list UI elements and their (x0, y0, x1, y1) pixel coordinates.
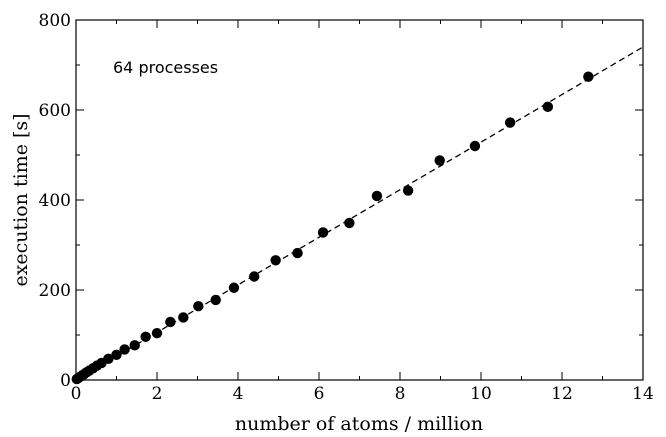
data-point (317, 227, 329, 238)
data-point (583, 71, 594, 82)
data-point (111, 349, 122, 360)
data-point (103, 353, 114, 365)
x-axis-label: number of atoms / million (235, 413, 483, 435)
data-point (434, 155, 445, 166)
data-point (129, 340, 140, 351)
x-tick-label: 8 (395, 384, 406, 404)
x-tick-label: 12 (551, 384, 573, 404)
data-point (402, 185, 414, 196)
data-point (151, 328, 163, 339)
x-tick-label: 2 (152, 384, 163, 404)
data-point (228, 282, 240, 293)
data-point (504, 117, 516, 128)
x-tick-label: 0 (71, 384, 82, 404)
y-tick-label: 800 (39, 11, 71, 31)
data-point (542, 101, 554, 113)
axis-ticks (75, 19, 644, 381)
data-points (71, 71, 594, 385)
y-tick-label: 0 (60, 371, 71, 391)
data-point (165, 316, 176, 328)
y-axis-label: execution time [s] (10, 113, 32, 286)
x-tick-label: 14 (632, 384, 654, 404)
y-tick-label: 400 (39, 191, 71, 211)
x-tick-label: 6 (314, 384, 325, 404)
tick-labels: 0 2 4 6 8 10 12 14 0 200 400 600 800 (39, 11, 654, 404)
data-point (249, 271, 260, 282)
data-point (193, 301, 204, 312)
data-point (270, 255, 281, 266)
y-tick-label: 200 (39, 281, 71, 301)
data-point (292, 247, 303, 259)
data-point (344, 217, 355, 229)
x-tick-label: 4 (233, 384, 244, 404)
y-tick-label: 600 (39, 101, 71, 121)
data-point (140, 331, 151, 342)
data-point (119, 344, 130, 355)
x-tick-label: 10 (470, 384, 492, 404)
data-point (210, 294, 221, 306)
annotation-text: 64 processes (113, 58, 218, 77)
data-point (178, 312, 189, 323)
data-point (371, 190, 383, 202)
data-point (469, 140, 481, 152)
